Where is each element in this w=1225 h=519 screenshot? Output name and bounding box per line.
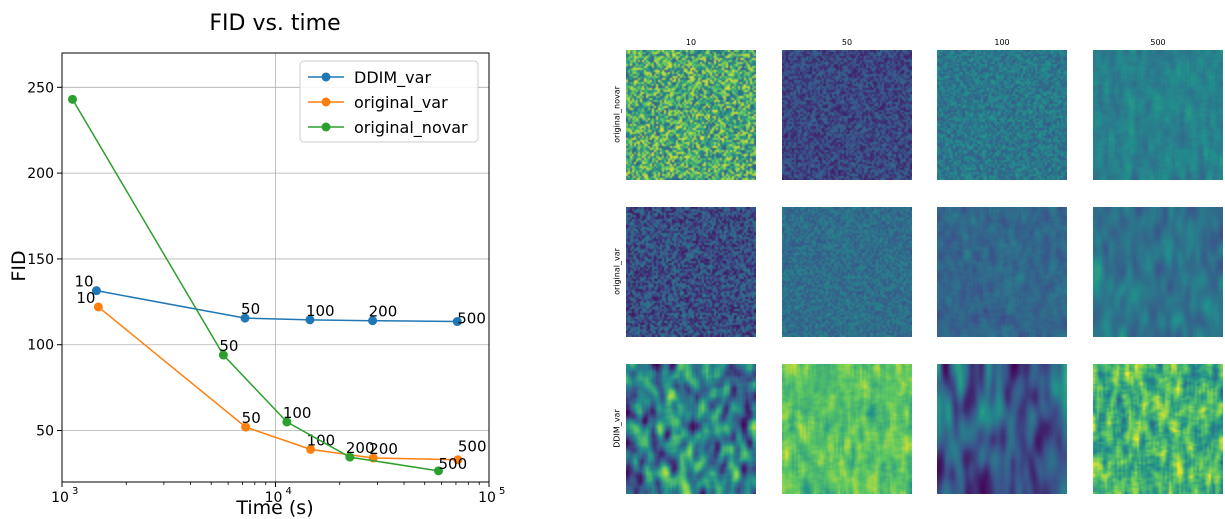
series-line-original_var xyxy=(97,306,458,461)
data-point xyxy=(91,286,101,296)
data-point xyxy=(433,466,443,476)
data-point xyxy=(306,444,316,454)
data-point xyxy=(452,317,462,327)
row-label: DDIM_var xyxy=(612,409,622,448)
row-label: original_var xyxy=(612,248,622,295)
sample-image xyxy=(626,50,756,180)
legend-marker xyxy=(321,72,331,82)
sample-image xyxy=(782,364,912,494)
data-point xyxy=(282,417,292,427)
data-point xyxy=(218,350,228,360)
data-point xyxy=(68,94,78,104)
data-label: 100 xyxy=(306,302,335,320)
sample-image xyxy=(1093,50,1223,180)
y-tick-label: 200 xyxy=(27,166,54,182)
y-tick-label: 50 xyxy=(36,424,54,440)
data-point xyxy=(240,313,250,323)
data-label: 200 xyxy=(369,303,398,321)
y-tick-label: 150 xyxy=(27,252,54,268)
sample-image xyxy=(1093,207,1223,337)
data-point xyxy=(345,452,355,462)
y-axis-label: FID xyxy=(8,250,30,281)
sample-image xyxy=(626,364,756,494)
row-label: original_novar xyxy=(612,86,622,143)
column-title: 500 xyxy=(1150,38,1166,47)
data-label: 10 xyxy=(74,273,93,291)
x-tick-exponent: 5 xyxy=(499,486,505,497)
data-label: 500 xyxy=(458,438,487,456)
x-tick-label: 10 xyxy=(478,490,496,506)
legend-label: DDIM_var xyxy=(354,68,431,88)
data-label: 50 xyxy=(219,337,238,355)
legend-box xyxy=(299,60,479,143)
column-title: 10 xyxy=(685,38,697,47)
x-tick-label: 10 xyxy=(51,490,69,506)
series-line-DDIM_var xyxy=(96,289,458,323)
data-label: 100 xyxy=(283,404,312,422)
data-label: 500 xyxy=(457,310,486,328)
data-point xyxy=(93,302,103,312)
data-point xyxy=(453,455,463,465)
data-point xyxy=(241,422,251,432)
sample-image xyxy=(937,364,1067,494)
sample-image xyxy=(626,207,756,337)
sample-image xyxy=(782,50,912,180)
sample-image xyxy=(937,50,1067,180)
y-tick-label: 250 xyxy=(27,80,54,96)
column-title: 100 xyxy=(994,38,1010,47)
data-point xyxy=(305,315,315,325)
x-tick-exponent: 3 xyxy=(72,486,78,497)
x-axis-label: Time (s) xyxy=(235,497,313,519)
column-title: 50 xyxy=(841,38,853,47)
sample-image xyxy=(782,207,912,337)
sample-image xyxy=(1093,364,1223,494)
data-label: 200 xyxy=(346,439,375,457)
legend-label: original_novar xyxy=(354,118,468,138)
y-tick-label: 100 xyxy=(27,338,54,354)
sample-image xyxy=(937,207,1067,337)
x-tick-exponent: 4 xyxy=(286,486,292,497)
chart-title: FID vs. time xyxy=(209,11,340,36)
data-label: 500 xyxy=(438,455,467,473)
legend-label: original_var xyxy=(354,93,448,113)
data-point xyxy=(368,316,378,326)
data-label: 10 xyxy=(76,289,95,307)
data-label: 50 xyxy=(241,300,260,318)
x-tick-label: 10 xyxy=(265,490,283,506)
data-label: 50 xyxy=(242,409,261,427)
data-label: 200 xyxy=(369,440,398,458)
legend-marker xyxy=(321,122,331,132)
legend-marker xyxy=(321,97,331,107)
